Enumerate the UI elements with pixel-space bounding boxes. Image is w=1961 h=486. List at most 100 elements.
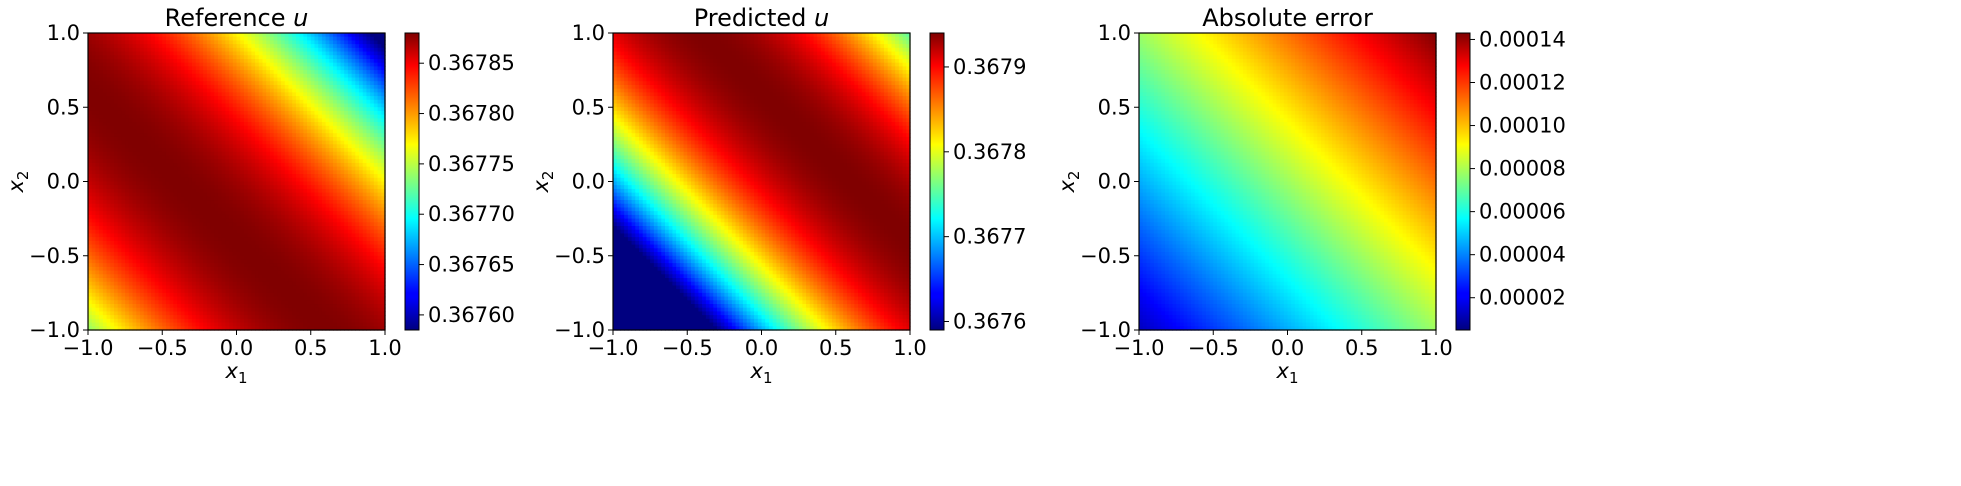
heatmap-cell [170,189,174,193]
heatmap-cell [237,107,241,111]
heatmap-cell [121,256,125,260]
heatmap-cell [344,167,348,171]
heatmap-cell [285,193,289,197]
heatmap-cell [355,211,359,215]
heatmap-cell [166,170,170,174]
heatmap-cell [103,74,107,78]
heatmap-cell [255,163,259,167]
heatmap-cell [374,196,378,200]
heatmap-cell [121,107,125,111]
heatmap-cell [274,185,278,189]
heatmap-cell [107,182,111,186]
heatmap-cell [248,115,252,119]
heatmap-cell [277,37,281,41]
heatmap-cell [333,193,337,197]
heatmap-cell [95,237,99,241]
heatmap-cell [374,182,378,186]
heatmap-cell [237,126,241,130]
heatmap-cell [199,59,203,63]
heatmap-cell [259,163,263,167]
heatmap-cell [136,96,140,100]
heatmap-cell [218,237,222,241]
heatmap-cell [107,96,111,100]
heatmap-cell [107,37,111,41]
heatmap-cell [177,174,181,178]
heatmap-cell [88,196,92,200]
heatmap-cell [110,59,114,63]
heatmap-cell [366,107,370,111]
heatmap-cell [155,111,159,115]
heatmap-cell [348,37,352,41]
heatmap-cell [285,78,289,82]
heatmap-cell [255,89,259,93]
heatmap-cell [348,215,352,219]
heatmap-cell [99,126,103,130]
heatmap-cell [259,70,263,74]
heatmap-cell [251,259,255,263]
heatmap-cell [292,219,296,223]
heatmap-cell [222,118,226,122]
heatmap-cell [348,111,352,115]
heatmap-cell [144,89,148,93]
heatmap-cell [222,44,226,48]
heatmap-cell [188,63,192,67]
heatmap-cell [229,37,233,41]
heatmap-cell [370,44,374,48]
heatmap-cell [370,256,374,260]
heatmap-cell [337,59,341,63]
heatmap-cell [196,226,200,230]
heatmap-cell [121,78,125,82]
heatmap-cell [262,189,266,193]
heatmap-cell [359,81,363,85]
heatmap-cell [166,144,170,148]
heatmap-cell [92,185,96,189]
heatmap-cell [274,52,278,56]
heatmap-cell [285,163,289,167]
heatmap-cell [311,237,315,241]
heatmap-cell [326,40,330,44]
heatmap-cell [99,215,103,219]
heatmap-cell [307,167,311,171]
heatmap-cell [214,133,218,137]
heatmap-cell [88,193,92,197]
heatmap-cell [337,245,341,249]
heatmap-cell [281,66,285,70]
heatmap-cell [270,167,274,171]
heatmap-cell [374,85,378,89]
heatmap-cell [248,174,252,178]
heatmap-cell [274,226,278,230]
heatmap-cell [144,81,148,85]
heatmap-cell [348,204,352,208]
heatmap-cell [374,226,378,230]
heatmap-cell [340,126,344,130]
heatmap-cell [225,230,229,234]
heatmap-cell [121,241,125,245]
heatmap-cell [237,230,241,234]
heatmap-cell [270,144,274,148]
heatmap-cell [355,222,359,226]
heatmap-cell [95,40,99,44]
heatmap-cell [173,233,177,237]
heatmap-cell [359,63,363,67]
heatmap-cell [318,207,322,211]
heatmap-cell [225,237,229,241]
heatmap-cell [188,44,192,48]
heatmap-cell [233,115,237,119]
heatmap-cell [218,63,222,67]
heatmap-cell [322,96,326,100]
heatmap-cell [326,115,330,119]
heatmap-cell [270,92,274,96]
heatmap-cell [177,96,181,100]
heatmap-cell [329,226,333,230]
heatmap-cell [162,200,166,204]
heatmap-cell [318,211,322,215]
heatmap-cell [340,189,344,193]
heatmap-cell [110,148,114,152]
heatmap-cell [292,78,296,82]
heatmap-cell [366,211,370,215]
heatmap-cell [311,259,315,263]
heatmap-cell [107,148,111,152]
heatmap-cell [133,133,137,137]
heatmap-cell [103,174,107,178]
heatmap-cell [318,156,322,160]
